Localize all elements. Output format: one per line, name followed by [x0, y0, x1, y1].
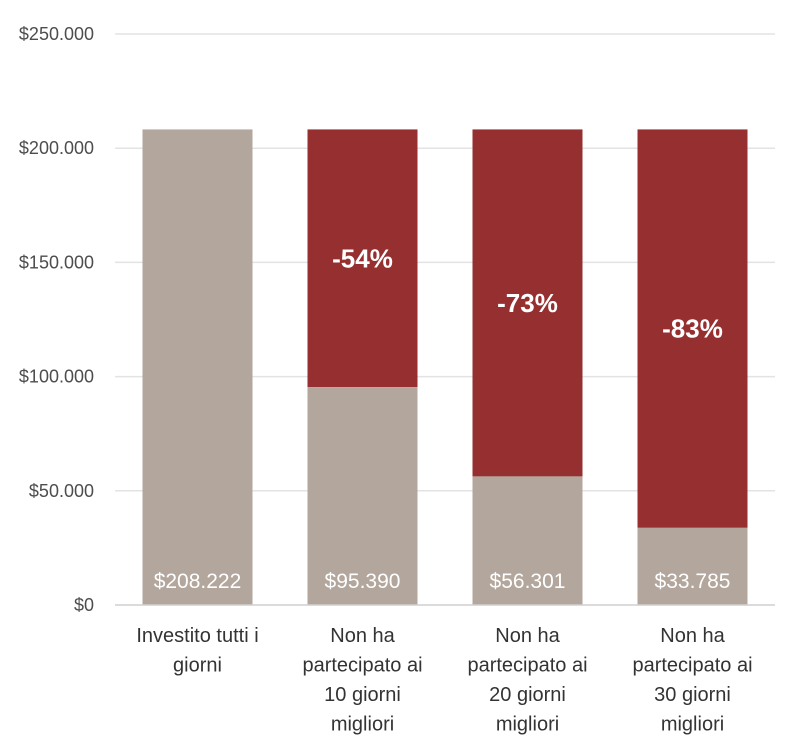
bar-value-label: $33.785: [655, 570, 731, 593]
x-category-label: Non ha partecipato ai 30 giorni migliori: [632, 625, 752, 736]
y-tick-label: $250.000: [19, 24, 94, 44]
x-category-label-line: Non ha: [495, 625, 560, 647]
y-tick-label: $200.000: [19, 138, 94, 158]
loss-percent-label: -83%: [662, 314, 723, 344]
x-category-label-line: 20 giorni: [489, 684, 566, 706]
x-category-label-line: 10 giorni: [324, 684, 401, 706]
bar-value-label: $95.390: [325, 570, 401, 593]
x-category-label-line: giorni: [173, 655, 222, 677]
x-category-label-line: partecipato ai: [302, 655, 422, 677]
x-category-label-line: partecipato ai: [467, 655, 587, 677]
x-category-label-line: 30 giorni: [654, 684, 731, 706]
bar-loss-segment: [637, 129, 748, 528]
x-category-label-line: Non ha: [660, 625, 725, 647]
bar-value-segment: [637, 527, 748, 605]
bar-value-label: $56.301: [490, 570, 566, 593]
y-tick-label: $100.000: [19, 367, 94, 387]
x-category-label-line: migliori: [661, 714, 724, 736]
x-category-label-line: migliori: [496, 714, 559, 736]
bar-loss-segment: [472, 129, 583, 477]
y-tick-label: $150.000: [19, 252, 94, 272]
bar-value-segment: [307, 387, 418, 605]
x-category-label-line: partecipato ai: [632, 655, 752, 677]
x-category-label: Investito tutti i giorni: [136, 625, 258, 677]
loss-percent-label: -73%: [497, 288, 558, 318]
bar-loss-segment: [307, 129, 418, 388]
bar-value-segment: [472, 476, 583, 605]
bar-value-segment: [142, 129, 253, 605]
y-tick-label: $50.000: [29, 481, 94, 501]
y-tick-label: $0: [74, 595, 94, 615]
x-category-label-line: Investito tutti i: [136, 625, 258, 647]
bar-value-label: $208.222: [154, 570, 242, 593]
loss-percent-label: -54%: [332, 243, 393, 273]
x-category-label: Non ha partecipato ai 10 giorni migliori: [302, 625, 422, 736]
x-category-label-line: Non ha: [330, 625, 395, 647]
x-category-label: Non ha partecipato ai 20 giorni migliori: [467, 625, 587, 736]
x-category-label-line: migliori: [331, 714, 394, 736]
